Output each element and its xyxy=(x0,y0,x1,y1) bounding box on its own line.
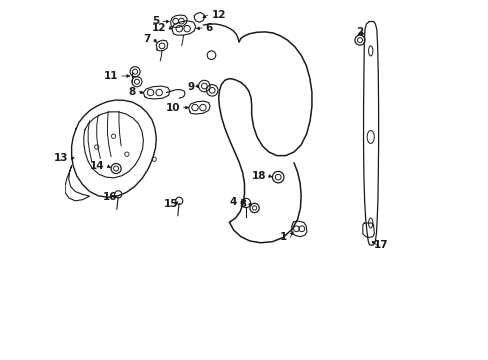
Text: 18: 18 xyxy=(252,171,266,181)
Text: 12: 12 xyxy=(211,10,225,20)
Text: 15: 15 xyxy=(163,199,178,209)
Text: 4: 4 xyxy=(229,197,237,207)
Text: 11: 11 xyxy=(103,71,118,81)
Text: 6: 6 xyxy=(205,23,213,33)
Text: 3: 3 xyxy=(239,199,246,209)
Text: 8: 8 xyxy=(128,87,135,97)
Text: 17: 17 xyxy=(373,240,387,250)
Text: 12: 12 xyxy=(151,23,166,33)
Text: 9: 9 xyxy=(187,82,194,92)
Text: 2: 2 xyxy=(355,27,362,37)
Text: 10: 10 xyxy=(165,103,180,113)
Text: 14: 14 xyxy=(90,161,104,171)
Text: 5: 5 xyxy=(152,17,159,27)
Text: 13: 13 xyxy=(54,153,69,163)
Text: 7: 7 xyxy=(143,35,150,44)
Text: 1: 1 xyxy=(279,232,286,242)
Text: 16: 16 xyxy=(102,192,117,202)
